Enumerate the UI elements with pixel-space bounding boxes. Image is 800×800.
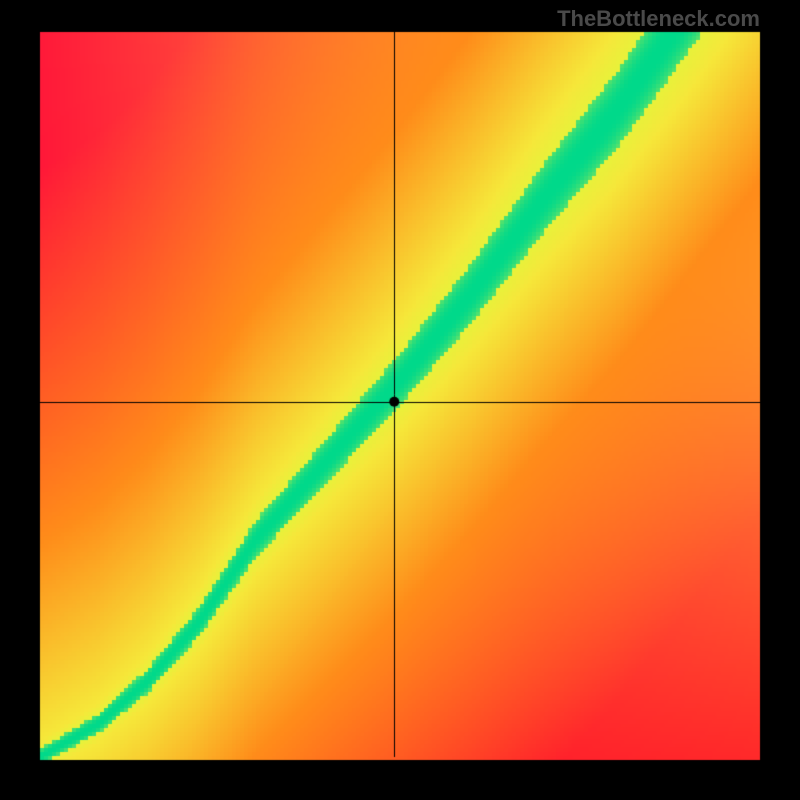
chart-container: TheBottleneck.com <box>0 0 800 800</box>
bottleneck-heatmap <box>0 0 800 800</box>
watermark-text: TheBottleneck.com <box>557 6 760 32</box>
